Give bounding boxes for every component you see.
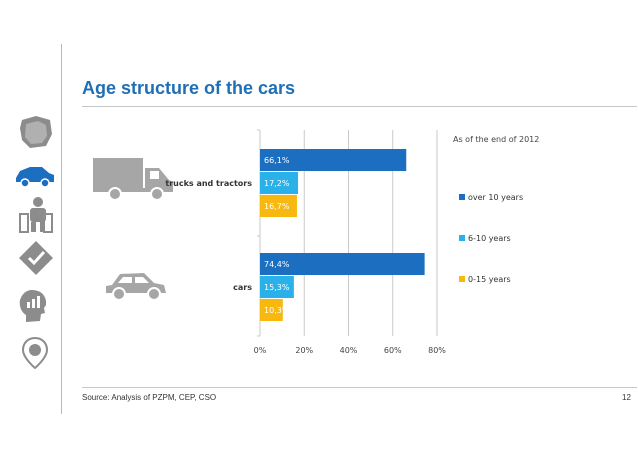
slide-title: Age structure of the cars [82, 78, 296, 98]
legend-label: 0-15 years [468, 275, 511, 284]
x-tick-label: 0% [254, 346, 267, 355]
location-pin-icon [22, 337, 48, 369]
chart-bars [260, 149, 425, 321]
bar [260, 299, 283, 321]
x-tick-label: 40% [340, 346, 358, 355]
mechanic-icon [19, 197, 53, 233]
legend-label: over 10 years [468, 193, 523, 202]
truck-icon [93, 158, 173, 201]
head-chart-icon [19, 290, 47, 322]
legend-swatch [459, 276, 465, 282]
checkmark-diamond-icon [19, 241, 53, 275]
bar [260, 253, 425, 275]
legend-swatch [459, 194, 465, 200]
car-illustration-icon [106, 273, 166, 301]
chart-legend: over 10 years 6-10 years 0-15 years [459, 193, 523, 284]
chart-x-tick-labels: 0% 20% 40% 60% 80% [254, 346, 447, 355]
data-label: 10,3% [264, 306, 290, 315]
left-divider-line [61, 44, 62, 414]
source-note: Source: Analysis of PZPM, CEP, CSO [82, 393, 217, 402]
chart-subtitle: As of the end of 2012 [453, 135, 539, 144]
legend-swatch [459, 235, 465, 241]
title-underline [82, 106, 637, 107]
chart-value-labels: 66,1% 17,2% 16,7% 74,4% 15,3% 10,3% [264, 156, 290, 315]
x-tick-label: 20% [295, 346, 313, 355]
data-label: 15,3% [264, 283, 290, 292]
x-tick-label: 80% [428, 346, 446, 355]
data-label: 74,4% [264, 260, 290, 269]
bar [260, 276, 294, 298]
bar [260, 195, 297, 217]
legend-label: 6-10 years [468, 234, 511, 243]
map-poland-icon [20, 116, 52, 148]
data-label: 16,7% [264, 202, 290, 211]
data-label: 66,1% [264, 156, 290, 165]
category-label: trucks and tractors [165, 179, 252, 188]
bar [260, 149, 407, 171]
page-number: 12 [622, 393, 631, 402]
footer-line [82, 387, 637, 388]
category-label: cars [233, 283, 252, 292]
data-label: 17,2% [264, 179, 290, 188]
bar [260, 172, 299, 194]
chart-category-labels: trucks and tractors cars [165, 179, 252, 292]
car-icon [16, 167, 54, 188]
x-tick-label: 60% [384, 346, 402, 355]
